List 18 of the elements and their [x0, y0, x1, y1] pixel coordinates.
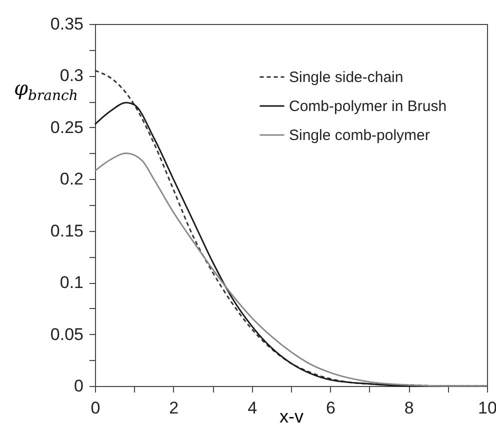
y-tick-label: 0.05: [50, 324, 84, 344]
y-tick-label: 0.25: [50, 118, 84, 137]
legend-label: Single side-chain: [289, 69, 404, 86]
y-tick-label: 0.35: [50, 14, 84, 34]
y-tick-label: 0.1: [60, 273, 84, 292]
x-tick-label: 8: [404, 398, 414, 418]
y-tick-label: 0: [74, 376, 84, 396]
x-tick-label: 4: [248, 398, 258, 418]
x-tick-label: 0: [90, 398, 100, 418]
legend-label: Single comb-polymer: [289, 127, 430, 144]
line-series: [94, 152, 488, 387]
x-tick-label: 2: [169, 398, 179, 418]
x-tick-label: 10: [478, 398, 496, 418]
y-tick-label: 0.15: [50, 221, 84, 240]
y-tick-label: 0.2: [60, 170, 84, 189]
x-axis-title: x-v: [280, 406, 304, 426]
legend-label: Comb-polymer in Brush: [289, 98, 447, 115]
x-tick-label: 6: [326, 398, 336, 418]
